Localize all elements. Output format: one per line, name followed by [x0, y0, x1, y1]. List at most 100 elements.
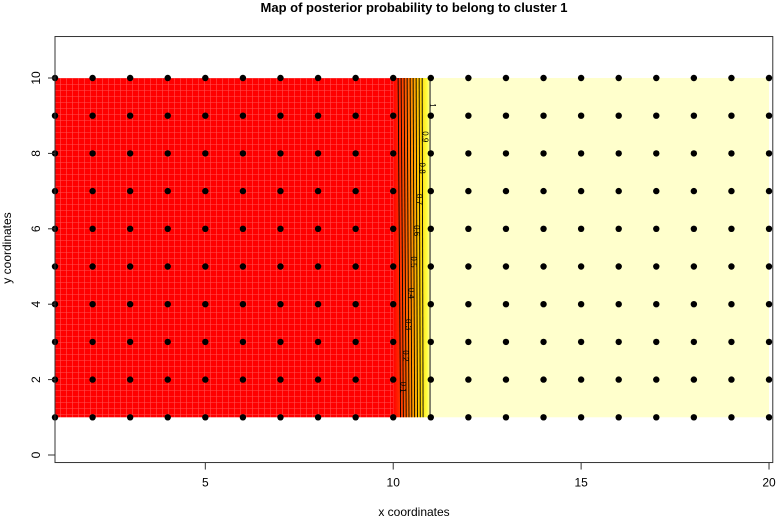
data-point	[765, 150, 773, 157]
y-tick-label: 0	[29, 451, 43, 458]
data-point	[540, 225, 547, 232]
data-point	[314, 74, 322, 82]
data-point	[502, 301, 510, 308]
data-point	[690, 74, 698, 82]
data-point	[577, 225, 585, 232]
data-point	[540, 74, 547, 82]
high-probability-region	[430, 78, 770, 418]
data-point	[314, 376, 322, 383]
data-point	[427, 112, 434, 119]
data-point	[314, 187, 322, 195]
data-point	[390, 301, 397, 308]
x-tick-label: 5	[202, 476, 209, 490]
data-point	[653, 338, 660, 346]
data-point	[765, 376, 773, 383]
data-point	[690, 301, 698, 308]
data-point	[277, 225, 284, 232]
data-point	[577, 414, 585, 421]
data-point	[390, 150, 397, 157]
data-point	[126, 263, 134, 270]
data-point	[690, 263, 698, 270]
data-point	[615, 74, 622, 82]
data-point	[239, 225, 247, 232]
data-point	[728, 376, 735, 383]
data-point	[427, 414, 434, 421]
data-point	[239, 187, 247, 195]
data-point	[540, 338, 547, 346]
data-point	[352, 150, 359, 157]
data-point	[728, 338, 735, 346]
data-point	[465, 263, 472, 270]
data-point	[126, 301, 134, 308]
data-point	[314, 112, 322, 119]
data-point	[465, 225, 472, 232]
data-point	[728, 74, 735, 82]
data-point	[653, 376, 660, 383]
data-point	[89, 338, 96, 346]
data-point	[427, 187, 434, 195]
data-point	[126, 150, 134, 157]
data-point	[314, 225, 322, 232]
data-point	[390, 263, 397, 270]
contour-line-0.2	[400, 77, 404, 418]
data-point	[352, 301, 359, 308]
data-point	[390, 187, 397, 195]
data-point	[577, 338, 585, 346]
data-point	[89, 414, 96, 421]
data-point	[615, 376, 622, 383]
data-point	[728, 301, 735, 308]
contour-line-0.9	[421, 77, 424, 418]
data-point	[352, 414, 359, 421]
contour-label: 1	[428, 103, 437, 108]
contour-label: 0.8	[417, 163, 426, 175]
data-point	[164, 150, 171, 157]
data-point	[653, 112, 660, 119]
data-point	[239, 74, 247, 82]
data-point	[352, 338, 359, 346]
data-point	[126, 112, 134, 119]
chart-title: Map of posterior probability to belong t…	[261, 0, 568, 15]
data-point	[89, 74, 96, 82]
data-point	[126, 187, 134, 195]
data-point	[765, 301, 773, 308]
data-point	[615, 338, 622, 346]
data-point	[314, 150, 322, 157]
data-point	[615, 414, 622, 421]
data-point	[502, 150, 510, 157]
data-point	[352, 112, 359, 119]
data-point	[653, 414, 660, 421]
data-point	[690, 376, 698, 383]
data-point	[314, 338, 322, 346]
data-point	[728, 414, 735, 421]
data-point	[239, 301, 247, 308]
data-point	[653, 301, 660, 308]
data-point	[502, 225, 510, 232]
contour-line-0.3	[403, 77, 407, 418]
x-axis-label: x coordinates	[378, 505, 449, 518]
data-point	[653, 263, 660, 270]
data-point	[427, 263, 434, 270]
data-point	[427, 301, 434, 308]
data-point	[540, 187, 547, 195]
data-point	[277, 74, 284, 82]
data-point	[728, 263, 735, 270]
data-point	[690, 187, 698, 195]
x-tick-label: 10	[387, 476, 401, 490]
data-point	[277, 263, 284, 270]
y-axis-label: y coordinates	[0, 212, 14, 283]
data-point	[765, 414, 773, 421]
data-point	[615, 301, 622, 308]
data-point	[577, 112, 585, 119]
data-point	[502, 376, 510, 383]
data-point	[540, 376, 547, 383]
data-point	[239, 112, 247, 119]
data-point	[164, 74, 171, 82]
data-point	[89, 187, 96, 195]
data-point	[202, 338, 209, 346]
data-point	[202, 112, 209, 119]
data-point	[202, 74, 209, 82]
data-point	[540, 263, 547, 270]
data-point	[615, 112, 622, 119]
data-point	[690, 338, 698, 346]
